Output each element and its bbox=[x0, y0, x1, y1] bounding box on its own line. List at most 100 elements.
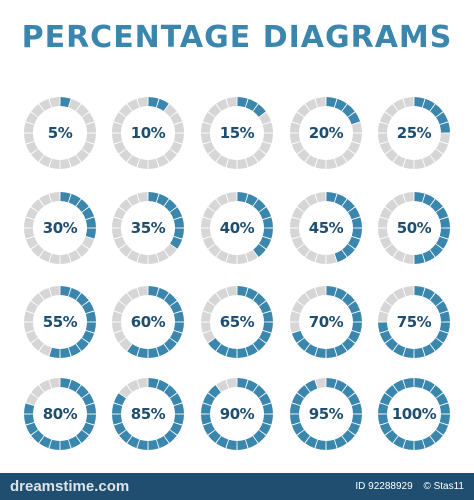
ring-segment-filled bbox=[348, 236, 361, 249]
ring-segment-filled bbox=[259, 236, 272, 249]
footer-meta: ID 92288929 © Stas11 bbox=[347, 473, 464, 500]
ring-segment-empty bbox=[379, 236, 392, 249]
ring-segment-filled bbox=[173, 403, 184, 414]
ring-segment-empty bbox=[342, 149, 355, 162]
ring-segment-filled bbox=[315, 439, 326, 450]
ring-segment-empty bbox=[216, 379, 229, 392]
ring-segment-filled bbox=[170, 393, 183, 406]
ring-segment-filled bbox=[326, 378, 337, 389]
ring-segment-filled bbox=[173, 414, 184, 425]
ring-segment-empty bbox=[393, 250, 406, 263]
ring-segment-empty bbox=[430, 149, 443, 162]
ring-segment-empty bbox=[305, 250, 318, 263]
ring-segment-empty bbox=[60, 253, 71, 264]
percentage-ring: 40% bbox=[201, 192, 273, 264]
ring-segment-filled bbox=[305, 379, 318, 392]
ring-segment-empty bbox=[403, 286, 414, 297]
ring-segment-empty bbox=[216, 98, 229, 111]
ring-segment-empty bbox=[436, 141, 449, 154]
ring-segment-empty bbox=[25, 236, 38, 249]
ring-segment-filled bbox=[348, 330, 361, 343]
ring-segment-empty bbox=[305, 98, 318, 111]
ring-segment-filled bbox=[422, 379, 435, 392]
ring-percent-label: 25% bbox=[397, 124, 432, 142]
ring-percent-label: 40% bbox=[220, 219, 255, 237]
ring-segment-empty bbox=[137, 378, 148, 389]
ring-segment-empty bbox=[156, 250, 169, 263]
ring-segment-empty bbox=[315, 97, 326, 108]
ring-segment-filled bbox=[297, 385, 310, 398]
ring-segment-filled bbox=[315, 347, 326, 358]
ring-segment-empty bbox=[315, 378, 326, 389]
percentage-ring: 70% bbox=[290, 286, 362, 358]
ring-segment-filled bbox=[237, 378, 248, 389]
ring-segment-empty bbox=[112, 322, 123, 333]
ring-segment-filled bbox=[379, 330, 392, 343]
ring-segment-filled bbox=[348, 393, 361, 406]
ring-percent-label: 70% bbox=[309, 313, 344, 331]
ring-segment-empty bbox=[385, 199, 398, 212]
ring-segment-filled bbox=[216, 344, 229, 357]
ring-segment-filled bbox=[137, 439, 148, 450]
percentage-ring: 65% bbox=[201, 286, 273, 358]
ring-segment-empty bbox=[326, 253, 337, 264]
ring-segment-filled bbox=[439, 122, 450, 133]
ring-segment-filled bbox=[342, 199, 355, 212]
ring-segment-filled bbox=[379, 393, 392, 406]
ring-segment-filled bbox=[85, 414, 96, 425]
ring-segment-empty bbox=[201, 311, 212, 322]
ring-segment-filled bbox=[290, 414, 301, 425]
ring-segment-empty bbox=[290, 311, 301, 322]
ring-segment-filled bbox=[439, 228, 450, 239]
ring-segment-filled bbox=[156, 344, 169, 357]
ring-segment-filled bbox=[237, 347, 248, 358]
ring-segment-filled bbox=[348, 301, 361, 314]
ring-segment-empty bbox=[164, 149, 177, 162]
ring-segment-empty bbox=[25, 393, 38, 406]
ring-segment-empty bbox=[403, 253, 414, 264]
ring-segment-filled bbox=[148, 97, 159, 108]
ring-segment-filled bbox=[430, 293, 443, 306]
percentage-ring: 30% bbox=[24, 192, 96, 264]
ring-segment-filled bbox=[226, 347, 237, 358]
percentage-ring: 75% bbox=[378, 286, 450, 358]
ring-segment-filled bbox=[403, 347, 414, 358]
ring-segment-empty bbox=[31, 244, 44, 257]
ring-segment-filled bbox=[253, 293, 266, 306]
ring-segment-filled bbox=[348, 207, 361, 220]
ring-segment-filled bbox=[436, 422, 449, 435]
ring-segment-empty bbox=[137, 286, 148, 297]
ring-segment-filled bbox=[148, 347, 159, 358]
ring-segment-filled bbox=[291, 422, 304, 435]
ring-segment-filled bbox=[385, 385, 398, 398]
ring-segment-filled bbox=[351, 403, 362, 414]
ring-segment-empty bbox=[113, 236, 126, 249]
ring-segment-empty bbox=[119, 149, 132, 162]
ring-percent-label: 5% bbox=[48, 124, 73, 142]
ring-segment-empty bbox=[422, 155, 435, 168]
ring-segment-empty bbox=[31, 293, 44, 306]
ring-segment-filled bbox=[112, 414, 123, 425]
ring-segment-filled bbox=[170, 207, 183, 220]
ring-segment-filled bbox=[49, 439, 60, 450]
ring-segment-filled bbox=[403, 439, 414, 450]
ring-segment-empty bbox=[291, 236, 304, 249]
ring-segment-empty bbox=[379, 301, 392, 314]
ring-segment-empty bbox=[119, 385, 132, 398]
ring-segment-empty bbox=[202, 112, 215, 125]
ring-segment-empty bbox=[39, 155, 52, 168]
ring-segment-empty bbox=[393, 98, 406, 111]
ring-segment-filled bbox=[385, 430, 398, 443]
ring-segment-filled bbox=[305, 436, 318, 449]
ring-segment-empty bbox=[173, 122, 184, 133]
ring-segment-filled bbox=[379, 422, 392, 435]
ring-segment-empty bbox=[202, 330, 215, 343]
ring-segment-filled bbox=[403, 378, 414, 389]
ring-percent-label: 30% bbox=[43, 219, 78, 237]
ring-segment-filled bbox=[164, 293, 177, 306]
ring-segment-empty bbox=[127, 287, 140, 300]
ring-percent-label: 95% bbox=[309, 405, 344, 423]
ring-segment-empty bbox=[31, 149, 44, 162]
ring-segment-empty bbox=[201, 122, 212, 133]
ring-segment-filled bbox=[414, 253, 425, 264]
